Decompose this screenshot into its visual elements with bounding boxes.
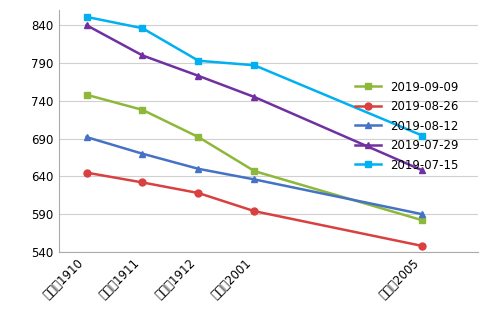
Legend: 2019-09-09, 2019-08-26, 2019-08-12, 2019-07-29, 2019-07-15: 2019-09-09, 2019-08-26, 2019-08-12, 2019… [350,76,463,176]
2019-07-15 [251,63,257,67]
2019-08-12 [196,167,202,171]
2019-08-12 [419,212,425,216]
2019-08-26 [251,209,257,213]
2019-07-15 [83,15,89,19]
2019-08-26 [83,171,89,175]
2019-07-29 [83,23,89,27]
Line: 2019-08-26: 2019-08-26 [83,169,426,249]
2019-08-26 [419,244,425,248]
2019-08-26 [196,191,202,195]
2019-07-15 [419,133,425,137]
Line: 2019-08-12: 2019-08-12 [83,134,426,218]
2019-08-12 [140,152,145,156]
2019-09-09 [83,93,89,97]
2019-07-29 [251,95,257,99]
2019-09-09 [251,169,257,173]
2019-07-29 [419,168,425,172]
2019-07-29 [196,74,202,78]
Line: 2019-07-15: 2019-07-15 [83,13,426,139]
Line: 2019-07-29: 2019-07-29 [83,22,426,174]
2019-07-29 [140,53,145,57]
2019-07-15 [140,26,145,30]
Line: 2019-09-09: 2019-09-09 [83,91,426,224]
2019-08-26 [140,180,145,184]
2019-09-09 [419,218,425,222]
2019-08-12 [251,177,257,181]
2019-08-12 [83,135,89,139]
2019-09-09 [140,108,145,112]
2019-07-15 [196,59,202,63]
2019-09-09 [196,135,202,139]
